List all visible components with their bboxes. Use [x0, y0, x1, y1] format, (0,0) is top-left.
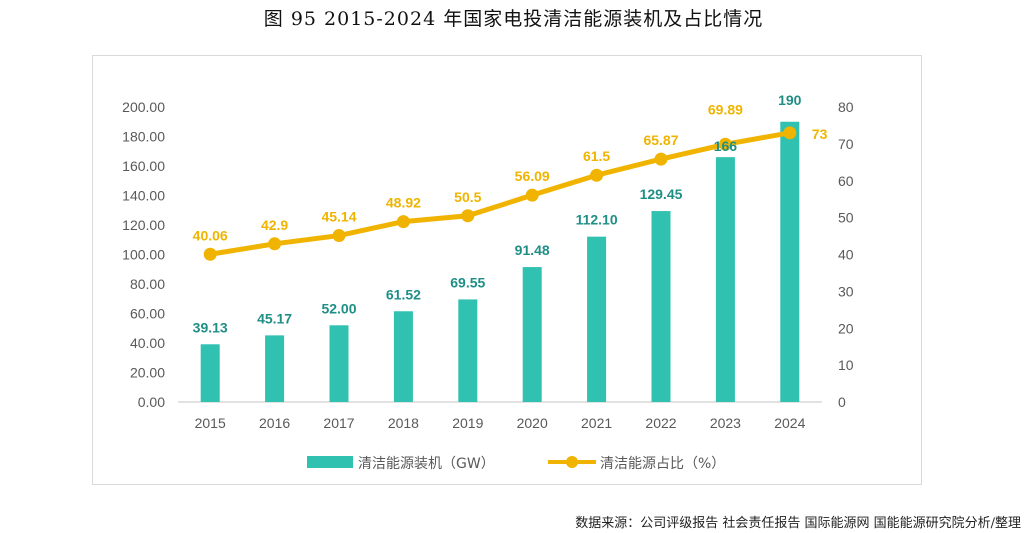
line-point — [268, 237, 282, 251]
x-tick-label: 2023 — [710, 415, 741, 431]
line-data-label: 56.09 — [515, 168, 550, 184]
y-left-tick-label: 40.00 — [130, 335, 165, 351]
y-left-tick-label: 80.00 — [130, 276, 165, 292]
legend-line-label: 清洁能源占比（%） — [600, 456, 725, 472]
bar-data-label: 129.45 — [640, 186, 683, 202]
bar-data-label: 166 — [714, 138, 738, 154]
bar — [265, 335, 285, 402]
legend-bar-label: 清洁能源装机（GW） — [358, 456, 495, 472]
y-right-tick-label: 60 — [838, 173, 854, 189]
y-right-tick-label: 20 — [838, 320, 854, 336]
line-point — [654, 152, 668, 166]
bar-data-label: 39.13 — [193, 319, 228, 335]
y-left-tick-label: 60.00 — [130, 306, 165, 322]
line-data-label: 69.89 — [708, 101, 743, 117]
line-data-label: 48.92 — [386, 195, 421, 211]
line-data-label: 50.5 — [454, 189, 481, 205]
y-right-tick-label: 50 — [838, 210, 854, 226]
chart-title: 图 95 2015-2024 年国家电投清洁能源装机及占比情况 — [263, 8, 764, 30]
line-point — [783, 126, 797, 140]
bar — [587, 236, 607, 402]
x-tick-label: 2016 — [259, 415, 290, 431]
bar — [329, 325, 349, 402]
y-left-tick-label: 120.00 — [122, 217, 165, 233]
x-tick-label: 2020 — [517, 415, 548, 431]
y-left-tick-label: 200.00 — [122, 99, 165, 115]
line-data-label: 61.5 — [583, 148, 610, 164]
bar — [458, 299, 478, 402]
y-left-tick-label: 0.00 — [138, 394, 165, 410]
bar-data-label: 91.48 — [515, 242, 550, 258]
y-right-tick-label: 10 — [838, 357, 854, 373]
bar-data-label: 69.55 — [450, 274, 485, 290]
line-point — [396, 215, 410, 229]
legend-line-marker — [566, 456, 578, 468]
bar — [651, 211, 671, 402]
bar-data-label: 52.00 — [321, 300, 356, 316]
y-right-tick-label: 30 — [838, 283, 854, 299]
line-point — [525, 188, 539, 202]
y-left-tick-label: 20.00 — [130, 365, 165, 381]
x-tick-label: 2024 — [774, 415, 805, 431]
line-point — [203, 247, 217, 261]
bar-data-label: 45.17 — [257, 310, 292, 326]
line-data-label: 45.14 — [321, 209, 356, 225]
bar-data-label: 190 — [778, 92, 802, 108]
line-data-label: 40.06 — [193, 227, 228, 243]
y-right-tick-label: 80 — [838, 99, 854, 115]
y-left-tick-label: 140.00 — [122, 188, 165, 204]
y-right-tick-label: 40 — [838, 247, 854, 263]
bar — [715, 157, 735, 402]
y-right-tick-label: 0 — [838, 394, 846, 410]
x-tick-label: 2017 — [323, 415, 354, 431]
bar — [780, 121, 800, 402]
x-tick-label: 2018 — [388, 415, 419, 431]
line-data-label: 73 — [812, 126, 828, 142]
line-point — [718, 137, 732, 151]
bar — [393, 311, 413, 402]
bar-data-label: 61.52 — [386, 286, 421, 302]
y-right-tick-label: 70 — [838, 136, 854, 152]
x-tick-label: 2019 — [452, 415, 483, 431]
y-left-tick-label: 160.00 — [122, 158, 165, 174]
data-source-note: 数据来源：公司评级报告 社会责任报告 国际能源网 国能能源研究院分析/整理 — [575, 516, 1021, 531]
x-tick-label: 2021 — [581, 415, 612, 431]
y-left-tick-label: 100.00 — [122, 247, 165, 263]
line-point — [590, 168, 604, 182]
line-point — [332, 229, 346, 243]
x-tick-label: 2022 — [645, 415, 676, 431]
bar-data-label: 112.10 — [576, 212, 618, 228]
line-series — [209, 130, 791, 257]
line-point — [461, 209, 475, 223]
y-left-tick-label: 180.00 — [122, 129, 165, 145]
line-data-label: 65.87 — [643, 132, 678, 148]
legend-bar-swatch — [307, 456, 353, 468]
line-data-label: 42.9 — [261, 217, 288, 233]
x-tick-label: 2015 — [195, 415, 226, 431]
bar — [200, 344, 220, 402]
bar — [522, 267, 542, 402]
